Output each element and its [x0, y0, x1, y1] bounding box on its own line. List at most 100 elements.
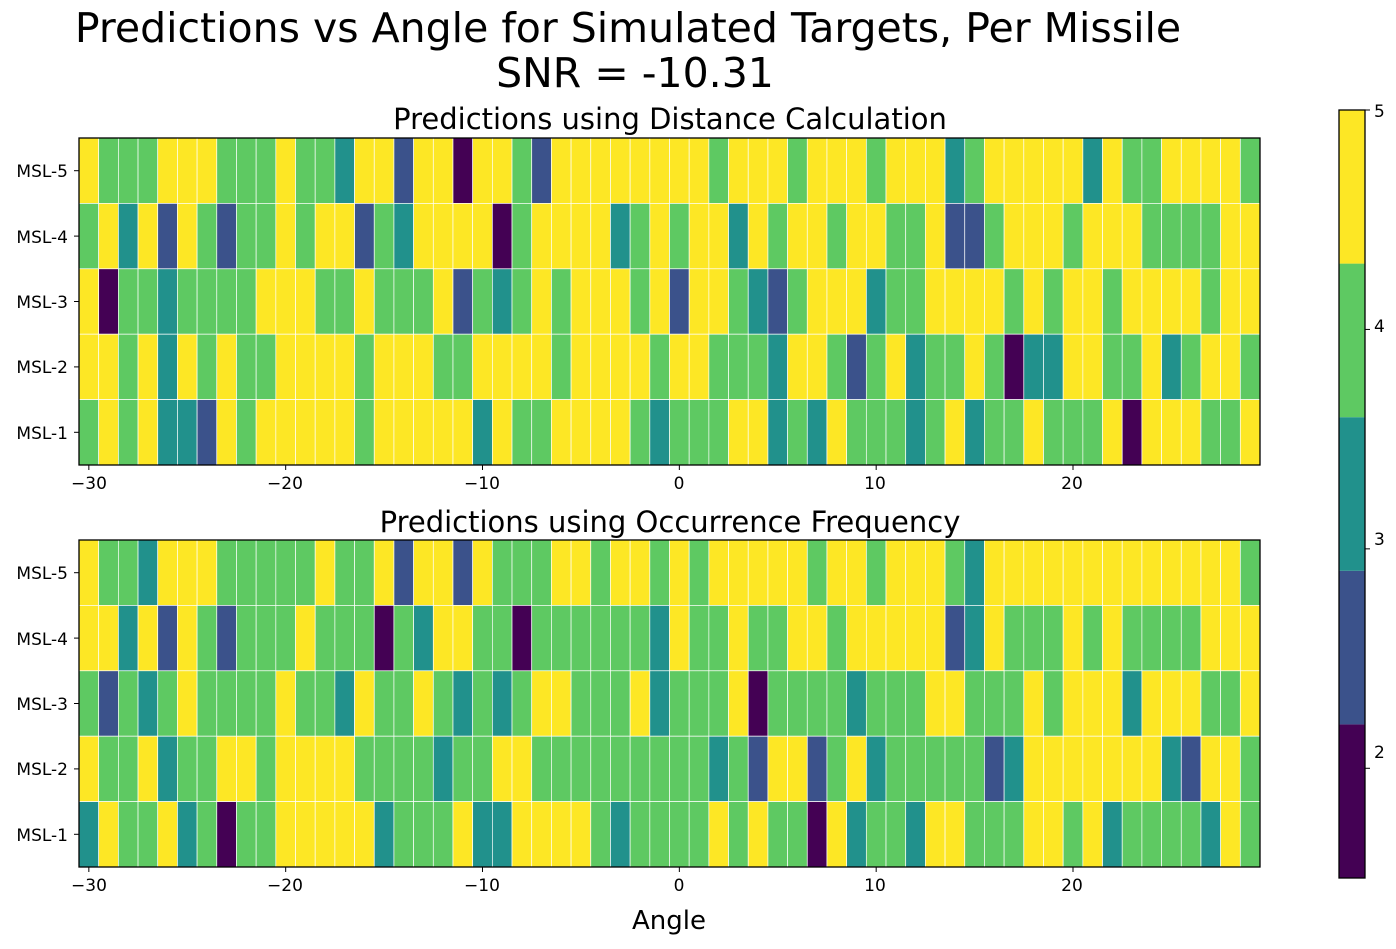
heatmap-cell [492, 399, 513, 466]
heatmap-cell [767, 268, 788, 335]
heatmap-cell [255, 735, 277, 802]
heatmap-cell [787, 399, 808, 466]
colorbar-tick-label: 5 [1374, 102, 1385, 122]
heatmap-cell [747, 539, 769, 606]
heatmap-cell [413, 801, 434, 868]
heatmap-cell [649, 203, 670, 270]
heatmap-cell [1082, 735, 1103, 802]
heatmap-cell [905, 268, 926, 335]
heatmap-cell [885, 539, 907, 606]
heatmap-cell [236, 399, 257, 466]
heatmap-cell [944, 670, 966, 737]
heatmap-cell [944, 399, 966, 466]
heatmap-cell [629, 399, 651, 466]
heatmap-cell [1043, 137, 1064, 204]
heatmap-cell [1121, 333, 1143, 400]
heatmap-cell [688, 268, 710, 335]
heatmap-cell [590, 670, 611, 737]
heatmap-cell [492, 333, 513, 400]
heatmap-cell [570, 203, 592, 270]
heatmap-cell [787, 670, 808, 737]
heatmap-cell [1200, 605, 1221, 672]
heatmap-cell [98, 605, 119, 672]
heatmap-cell [1161, 399, 1182, 466]
heatmap-cell [1121, 605, 1143, 672]
heatmap-cell [590, 539, 611, 606]
heatmap-cell [1121, 670, 1143, 737]
heatmap-cell [1239, 670, 1261, 737]
heatmap-cell [314, 333, 336, 400]
heatmap-cells-distance [78, 137, 1261, 466]
heatmap-cell [1003, 137, 1025, 204]
heatmap-cell [393, 735, 414, 802]
heatmap-cell [1220, 399, 1241, 466]
y-tick-label: MSL-2 [16, 760, 68, 780]
heatmap-cell [492, 670, 513, 737]
heatmap-cell [275, 670, 296, 737]
heatmap-cell [216, 268, 237, 335]
y-tick-label: MSL-5 [16, 564, 68, 584]
heatmap-cell [826, 137, 847, 204]
heatmap-cell [157, 268, 178, 335]
heatmap-cell [157, 670, 178, 737]
heatmap-cell [767, 539, 788, 606]
heatmap-cell [610, 203, 631, 270]
heatmap-cell [236, 539, 257, 606]
heatmap-cell [236, 670, 257, 737]
heatmap-cell [1141, 399, 1162, 466]
heatmap-cell [511, 801, 533, 868]
heatmap-cell [1141, 605, 1162, 672]
heatmap-cell [629, 333, 651, 400]
heatmap-cell [314, 268, 336, 335]
heatmap-cell [984, 801, 1005, 868]
heatmap-cell [649, 539, 670, 606]
heatmap-cell [964, 605, 985, 672]
heatmap-cell [649, 268, 670, 335]
heatmap-cell [925, 801, 946, 868]
heatmap-cell [511, 137, 533, 204]
heatmap-cell [157, 333, 178, 400]
heatmap-cell [826, 268, 847, 335]
heatmap-cell [1082, 137, 1103, 204]
heatmap-cell [511, 333, 533, 400]
heatmap-cell [590, 268, 611, 335]
heatmap-cell [1141, 268, 1162, 335]
heatmap-cell [1082, 539, 1103, 606]
y-tick-labels-distance: MSL-5 MSL-4 MSL-3 MSL-2 MSL-1 [16, 162, 68, 444]
heatmap-cell [944, 333, 966, 400]
y-tick-label: MSL-4 [16, 630, 68, 650]
heatmap-cell [1121, 735, 1143, 802]
heatmap-cell [570, 268, 592, 335]
heatmap-cell [629, 539, 651, 606]
heatmap-cell [649, 670, 670, 737]
heatmap-cell [984, 735, 1005, 802]
heatmap-cell [354, 539, 375, 606]
heatmap-cell [767, 605, 788, 672]
heatmap-cell [413, 399, 434, 466]
heatmap-cell [531, 203, 552, 270]
heatmap-cell [78, 399, 100, 466]
heatmap-cell [393, 605, 414, 672]
heatmap-cell [137, 539, 159, 606]
heatmap-cells-occurrence [78, 539, 1261, 868]
y-tick-label: MSL-3 [16, 695, 68, 715]
heatmap-cell [649, 399, 670, 466]
heatmap-cell [885, 801, 907, 868]
heatmap-cell [1239, 801, 1261, 868]
heatmap-cell [964, 670, 985, 737]
heatmap-cell [1220, 735, 1241, 802]
heatmap-cell [531, 268, 552, 335]
heatmap-cell [255, 801, 277, 868]
heatmap-cell [137, 268, 159, 335]
heatmap-cell [688, 203, 710, 270]
heatmap-cell [413, 137, 434, 204]
heatmap-cell [334, 333, 355, 400]
heatmap-cell [354, 670, 375, 737]
heatmap-cell [728, 605, 749, 672]
heatmap-cell [275, 203, 296, 270]
heatmap-cell [137, 203, 159, 270]
heatmap-cell [551, 801, 572, 868]
heatmap-cell [669, 268, 690, 335]
heatmap-cell [137, 399, 159, 466]
heatmap-cell [1220, 137, 1241, 204]
